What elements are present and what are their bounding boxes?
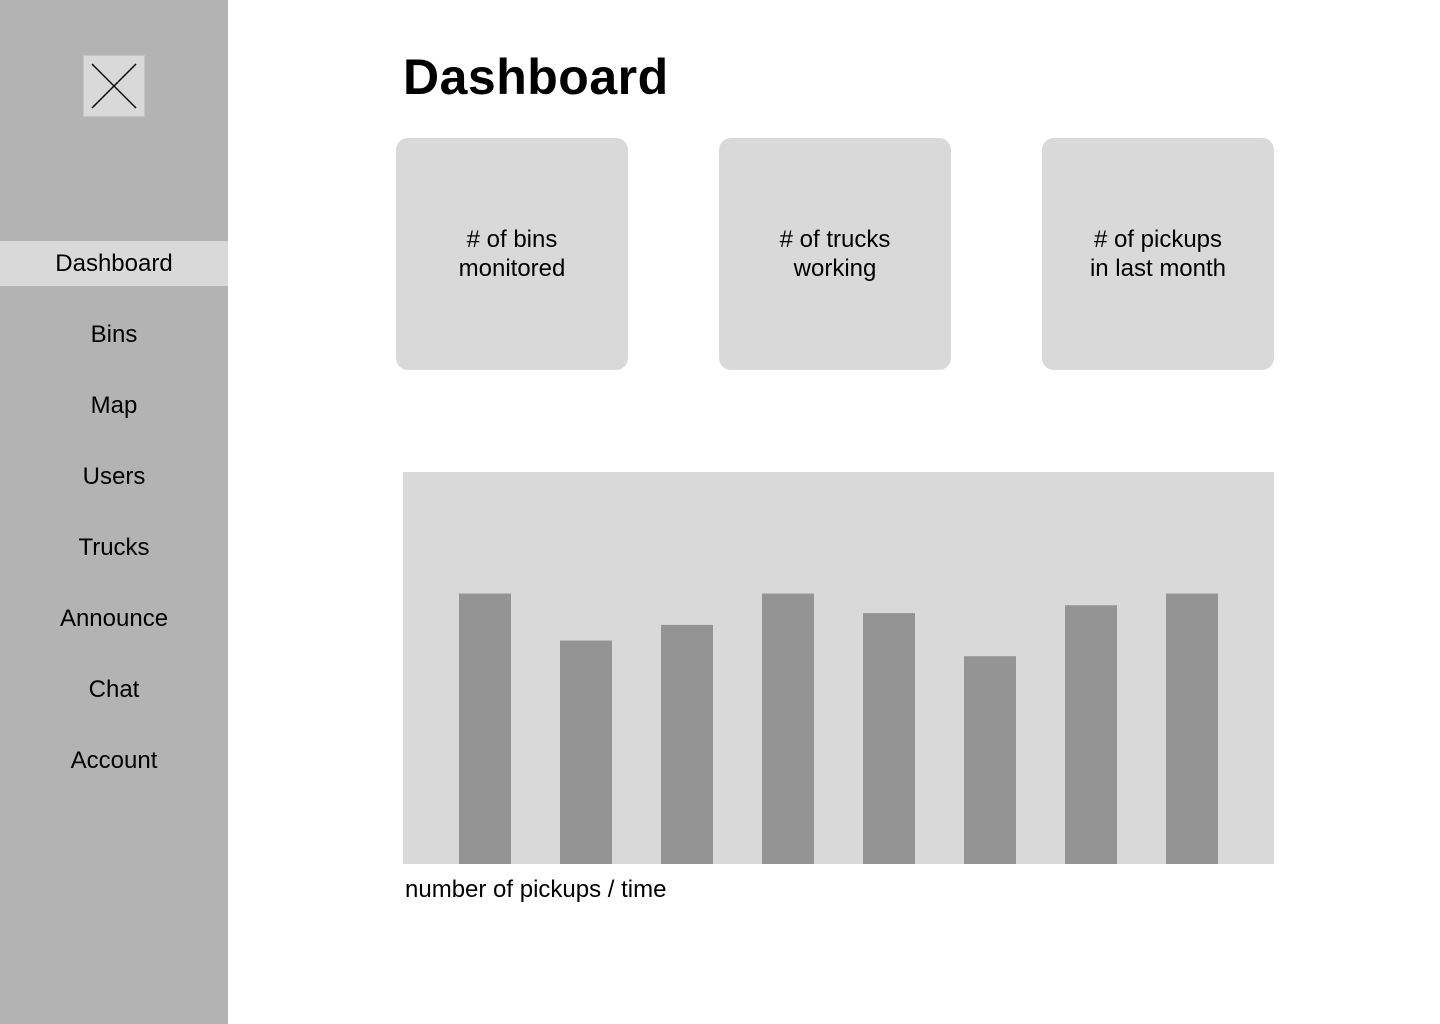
sidebar-nav: Dashboard Bins Map Users Trucks Announce… [0, 241, 228, 809]
chart-bar-6 [964, 656, 1016, 864]
sidebar-item-chat[interactable]: Chat [88, 676, 140, 703]
sidebar-item-trucks[interactable]: Trucks [78, 534, 150, 561]
chart-bar-4 [762, 593, 814, 864]
sidebar-item-dashboard[interactable]: Dashboard [0, 241, 228, 286]
pickups-bar-chart [403, 472, 1274, 864]
logo-placeholder [83, 55, 145, 117]
stat-card-pickups: # of pickups in last month [1042, 138, 1274, 370]
sidebar-item-bins[interactable]: Bins [90, 321, 138, 348]
sidebar: Dashboard Bins Map Users Trucks Announce… [0, 0, 228, 1024]
sidebar-item-users[interactable]: Users [82, 463, 146, 490]
chart-bar-8 [1166, 593, 1218, 864]
stat-card-label: # of trucks working [779, 226, 891, 282]
chart-bar-3 [661, 624, 713, 864]
chart-bar-1 [459, 593, 511, 864]
page-title: Dashboard [403, 49, 669, 105]
sidebar-item-account[interactable]: Account [70, 747, 158, 774]
chart-bar-7 [1065, 605, 1117, 864]
stat-card-label: # of pickups in last month [1089, 226, 1227, 282]
bar-chart-svg [459, 593, 1218, 864]
sidebar-item-announce[interactable]: Announce [59, 605, 169, 632]
sidebar-item-map[interactable]: Map [90, 392, 138, 419]
chart-bar-5 [863, 613, 915, 864]
close-icon [91, 63, 137, 109]
stat-card-trucks: # of trucks working [719, 138, 951, 370]
stat-card-label: # of bins monitored [458, 226, 566, 282]
chart-caption: number of pickups / time [405, 876, 667, 903]
stat-card-bins: # of bins monitored [396, 138, 628, 370]
chart-bar-2 [560, 640, 612, 864]
